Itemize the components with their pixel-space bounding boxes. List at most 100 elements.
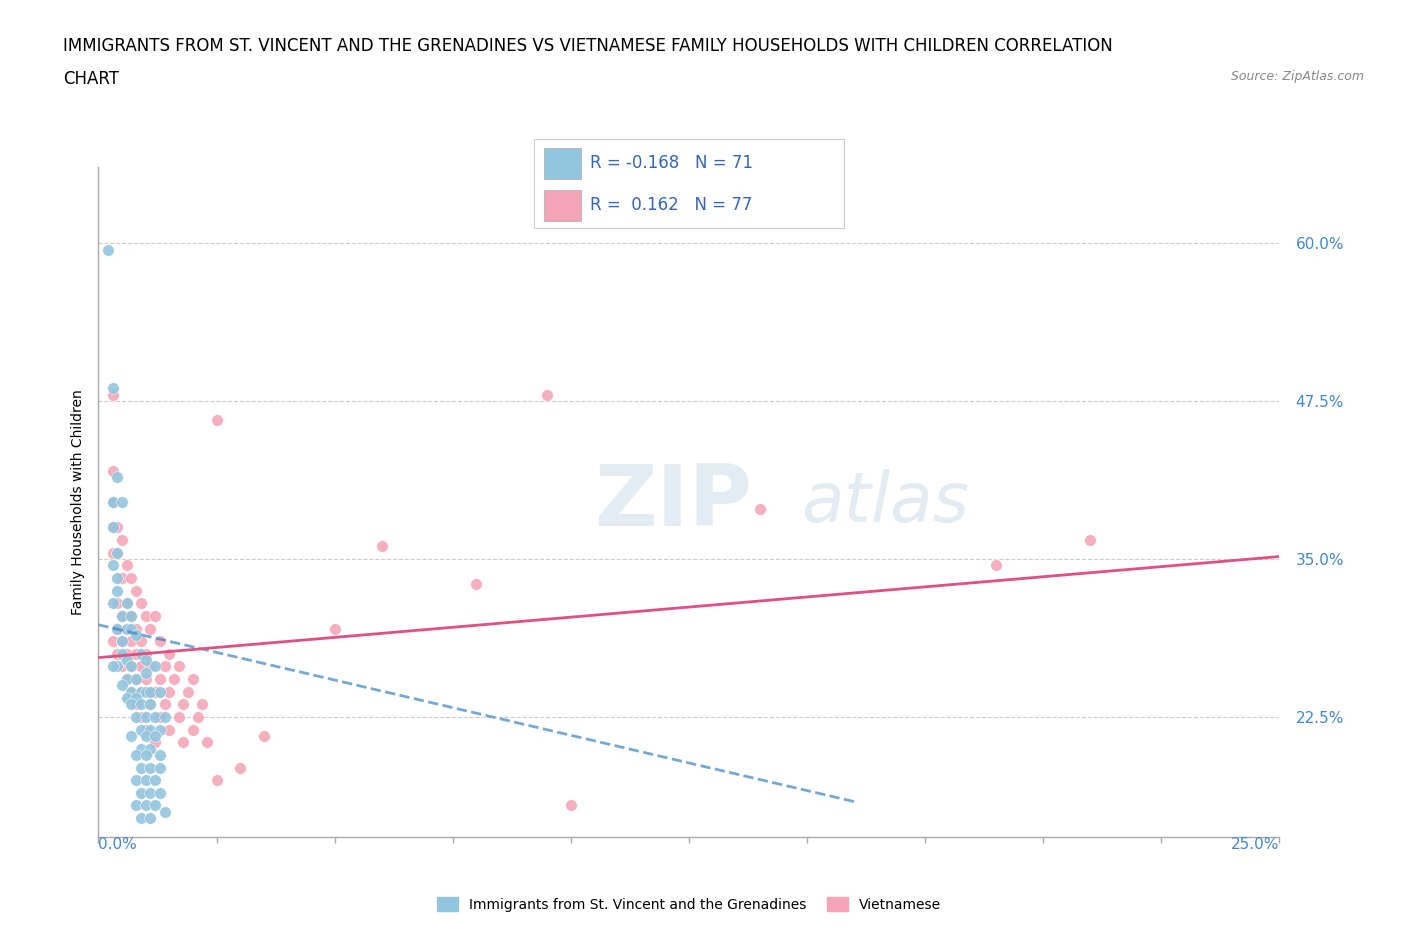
Point: [153, 697, 176, 711]
Point: [157, 723, 180, 737]
Point: [115, 671, 138, 686]
Point: [149, 710, 172, 724]
Point: [121, 659, 143, 674]
Point: [129, 684, 152, 699]
Point: [143, 773, 166, 788]
Point: [111, 646, 134, 661]
Point: [121, 633, 143, 648]
Point: [111, 608, 134, 623]
Point: [135, 723, 157, 737]
Point: [748, 501, 770, 516]
Point: [135, 684, 157, 699]
Point: [129, 723, 152, 737]
Point: [115, 621, 138, 636]
Point: [560, 798, 582, 813]
Point: [121, 684, 143, 699]
Point: [149, 748, 172, 763]
Point: [115, 596, 138, 611]
Point: [181, 671, 204, 686]
Point: [139, 684, 162, 699]
Point: [129, 697, 152, 711]
Text: R = -0.168   N = 71: R = -0.168 N = 71: [591, 154, 754, 172]
Point: [205, 413, 228, 428]
Point: [121, 608, 143, 623]
Point: [105, 470, 128, 485]
Point: [101, 633, 124, 648]
Point: [323, 621, 346, 636]
Point: [536, 388, 558, 403]
Point: [111, 659, 134, 674]
Text: IMMIGRANTS FROM ST. VINCENT AND THE GRENADINES VS VIETNAMESE FAMILY HOUSEHOLDS W: IMMIGRANTS FROM ST. VINCENT AND THE GREN…: [63, 37, 1114, 55]
Point: [205, 773, 228, 788]
Point: [115, 671, 138, 686]
Point: [149, 723, 172, 737]
Point: [172, 735, 194, 750]
FancyBboxPatch shape: [544, 190, 581, 220]
Point: [125, 691, 148, 706]
Point: [111, 633, 134, 648]
Point: [167, 710, 190, 724]
Point: [229, 760, 252, 775]
Point: [135, 773, 157, 788]
Point: [172, 697, 194, 711]
Point: [129, 710, 152, 724]
Text: Source: ZipAtlas.com: Source: ZipAtlas.com: [1230, 70, 1364, 83]
Point: [139, 697, 162, 711]
Point: [105, 583, 128, 598]
Point: [129, 741, 152, 756]
Point: [101, 659, 124, 674]
Point: [101, 495, 124, 510]
Point: [101, 520, 124, 535]
Point: [129, 760, 152, 775]
Point: [111, 678, 134, 693]
Point: [105, 659, 128, 674]
Point: [129, 596, 152, 611]
Text: 0.0%: 0.0%: [98, 837, 138, 852]
Point: [121, 697, 143, 711]
Point: [125, 671, 148, 686]
Point: [157, 684, 180, 699]
Point: [129, 633, 152, 648]
Point: [125, 773, 148, 788]
Point: [139, 741, 162, 756]
Point: [135, 728, 157, 743]
Text: atlas: atlas: [801, 469, 969, 536]
Point: [143, 659, 166, 674]
Point: [143, 684, 166, 699]
Point: [167, 659, 190, 674]
Point: [139, 760, 162, 775]
Point: [115, 646, 138, 661]
Point: [139, 723, 162, 737]
Point: [135, 671, 157, 686]
Point: [135, 646, 157, 661]
Point: [149, 684, 172, 699]
Point: [105, 621, 128, 636]
Point: [253, 728, 276, 743]
Point: [163, 671, 186, 686]
Point: [101, 388, 124, 403]
Point: [111, 533, 134, 548]
Point: [129, 659, 152, 674]
Point: [101, 381, 124, 396]
Point: [97, 242, 120, 257]
Point: [111, 495, 134, 510]
Point: [157, 646, 180, 661]
Point: [125, 646, 148, 661]
Point: [111, 608, 134, 623]
Point: [111, 633, 134, 648]
Point: [177, 684, 200, 699]
Point: [149, 633, 172, 648]
Point: [181, 723, 204, 737]
Point: [121, 571, 143, 586]
Point: [101, 558, 124, 573]
Point: [105, 571, 128, 586]
Point: [143, 735, 166, 750]
Point: [115, 653, 138, 668]
Point: [143, 728, 166, 743]
Point: [115, 621, 138, 636]
Point: [105, 545, 128, 560]
Point: [135, 653, 157, 668]
Point: [101, 545, 124, 560]
Point: [135, 608, 157, 623]
Point: [1080, 533, 1102, 548]
